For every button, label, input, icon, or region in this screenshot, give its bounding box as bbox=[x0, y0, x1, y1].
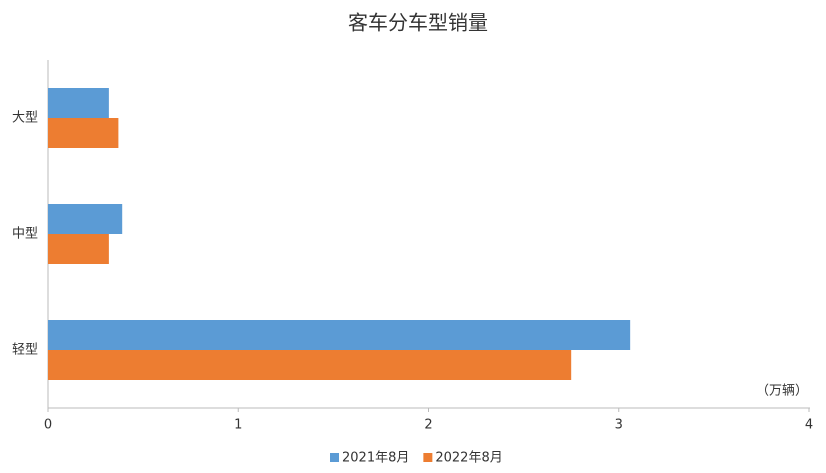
bar bbox=[48, 88, 109, 118]
unit-label: （万辆） bbox=[756, 384, 808, 399]
x-tick-label: 0 bbox=[44, 418, 52, 433]
x-tick-label: 4 bbox=[805, 418, 813, 433]
bar bbox=[48, 234, 109, 264]
x-tick-label: 2 bbox=[424, 418, 432, 433]
y-tick-label: 大型 bbox=[12, 111, 38, 126]
legend-label: 2021年8月 bbox=[342, 451, 409, 466]
bar bbox=[48, 350, 572, 380]
y-tick-label: 轻型 bbox=[12, 343, 38, 358]
legend-swatch bbox=[423, 453, 433, 462]
x-tick-label: 3 bbox=[615, 418, 623, 433]
legend-label: 2022年8月 bbox=[435, 451, 502, 466]
bar bbox=[48, 320, 631, 350]
x-tick-label: 1 bbox=[234, 418, 242, 433]
y-tick-label: 中型 bbox=[12, 227, 38, 242]
bar bbox=[48, 204, 123, 234]
legend-swatch bbox=[330, 453, 339, 462]
chart-title: 客车分车型销量 bbox=[348, 11, 488, 35]
bar bbox=[48, 118, 119, 148]
